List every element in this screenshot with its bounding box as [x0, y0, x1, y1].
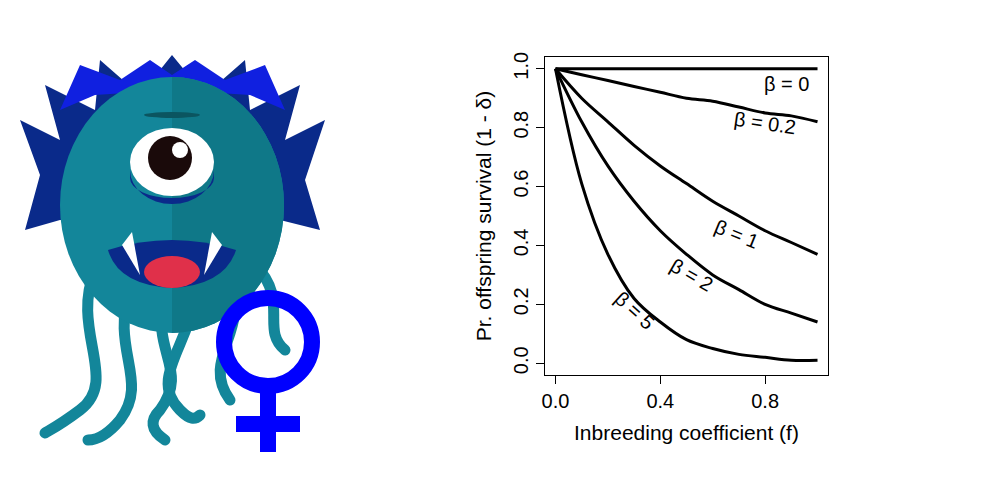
svg-text:β = 5: β = 5 [610, 287, 658, 334]
svg-text:0.4: 0.4 [510, 229, 532, 257]
svg-text:0.2: 0.2 [510, 287, 532, 315]
svg-text:0.4: 0.4 [646, 390, 674, 412]
svg-text:0.8: 0.8 [510, 111, 532, 139]
svg-text:0.0: 0.0 [542, 390, 570, 412]
svg-text:β = 0: β = 0 [764, 73, 809, 95]
svg-text:β = 0.2: β = 0.2 [733, 108, 798, 138]
svg-text:1.0: 1.0 [510, 52, 532, 80]
svg-text:0.8: 0.8 [751, 390, 779, 412]
svg-text:Inbreeding coefficient (f): Inbreeding coefficient (f) [574, 421, 799, 444]
svg-text:β = 2: β = 2 [666, 254, 716, 296]
svg-text:Pr. offspring survival (1 - δ): Pr. offspring survival (1 - δ) [472, 91, 495, 342]
svg-text:0.6: 0.6 [510, 170, 532, 198]
svg-text:0.0: 0.0 [510, 346, 532, 374]
svg-text:β = 1: β = 1 [711, 215, 761, 252]
